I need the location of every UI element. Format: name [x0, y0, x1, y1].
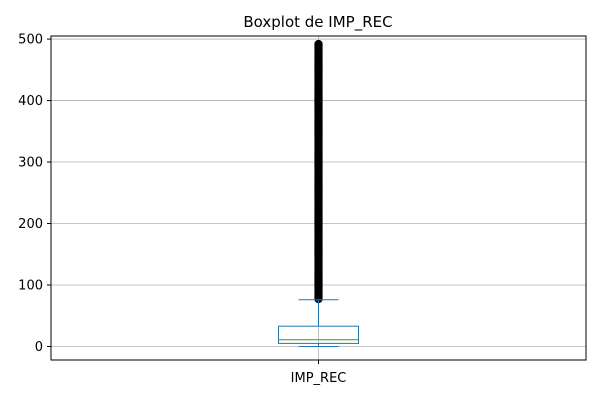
y-tick-label: 0	[35, 340, 43, 355]
box-group	[278, 39, 359, 347]
y-tick-label: 400	[18, 94, 43, 109]
y-tick-label: 200	[18, 217, 43, 232]
y-tick-label: 300	[18, 156, 43, 171]
x-tick-label: IMP_REC	[291, 371, 347, 386]
outlier-point	[314, 39, 323, 49]
plot-layer	[278, 39, 359, 347]
axis-layer: 0 100 200 300 400 500 IMP_REC	[18, 33, 346, 386]
chart-title: Boxplot de IMP_REC	[243, 13, 392, 32]
iqr-box	[278, 325, 359, 344]
y-tick-label: 500	[18, 33, 43, 48]
y-tick-label: 100	[18, 278, 43, 293]
